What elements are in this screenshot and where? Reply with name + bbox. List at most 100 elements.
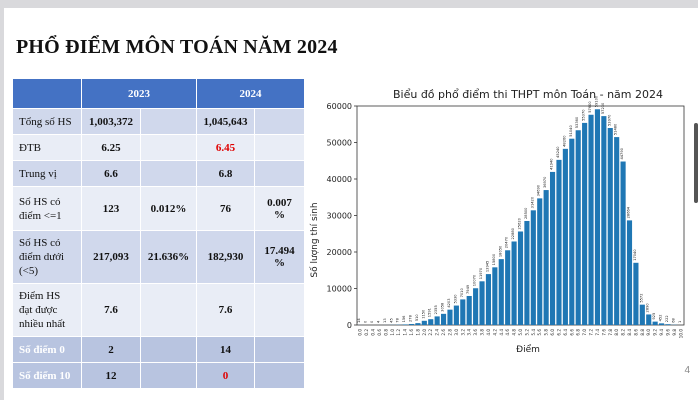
table-row: Tổng số HS 1,003,372 1,045,643 xyxy=(12,108,305,135)
value-2024: 76 xyxy=(196,186,255,231)
x-tick-label: 0.6 xyxy=(377,329,382,336)
bar xyxy=(428,319,434,325)
data-label: 20470 xyxy=(505,236,509,248)
x-tick-label: 0.4 xyxy=(371,329,376,336)
x-tick-label: 1.2 xyxy=(396,329,401,336)
row-label: Số điểm 0 xyxy=(12,336,82,363)
bar xyxy=(537,198,543,325)
bar xyxy=(505,250,511,325)
x-tick-label: 4.6 xyxy=(505,329,510,336)
data-label: 510 xyxy=(415,314,419,322)
percent-2024 xyxy=(254,336,305,363)
data-label: 925 xyxy=(652,313,656,320)
bar xyxy=(658,323,665,325)
x-tick-label: 8.2 xyxy=(621,329,626,336)
x-tick-label: 4.8 xyxy=(512,329,517,336)
x-tick-label: 1.0 xyxy=(390,329,395,336)
y-tick-label: 40000 xyxy=(327,175,352,184)
percent-2023 xyxy=(140,108,197,135)
x-tick-label: 4.0 xyxy=(486,329,491,336)
x-tick-label: 7.4 xyxy=(595,329,600,336)
bar xyxy=(511,241,517,325)
percent-2023 xyxy=(140,134,197,161)
bar xyxy=(530,210,536,325)
x-tick-label: 9.8 xyxy=(672,329,677,336)
percent-2024: 0.007 % xyxy=(254,186,305,231)
data-label: 36970 xyxy=(543,176,547,188)
percent-2023 xyxy=(140,362,197,389)
bar xyxy=(633,262,639,325)
bar xyxy=(549,171,556,325)
x-tick-label: 1.8 xyxy=(415,329,420,336)
x-tick-label: 5.2 xyxy=(524,329,529,336)
data-label: 13945 xyxy=(485,261,489,272)
table-row: Số điểm 10 12 0 xyxy=(12,362,305,389)
x-tick-label: 8.6 xyxy=(633,329,638,336)
data-label: 41940 xyxy=(550,158,554,170)
chart-ylabel: Số lượng thí sinh xyxy=(309,202,320,277)
table-row: Điểm HS đạt được nhiều nhất 7.6 7.6 xyxy=(12,283,305,337)
table-header-row: 2023 2024 xyxy=(12,78,305,109)
data-label: 45 xyxy=(389,318,393,323)
data-label: 44790 xyxy=(620,147,624,159)
data-label: 57230 xyxy=(601,102,605,114)
percent-2024: 17.494 % xyxy=(254,230,305,284)
bar xyxy=(594,109,601,325)
x-tick-label: 3.8 xyxy=(480,329,485,336)
value-2023: 7.6 xyxy=(81,283,141,337)
data-label: 5330 xyxy=(453,294,457,304)
x-tick-label: 9.6 xyxy=(665,329,670,336)
value-2024: 14 xyxy=(196,336,255,363)
y-tick-label: 30000 xyxy=(327,212,352,221)
percent-2024 xyxy=(254,283,305,337)
x-tick-label: 6.2 xyxy=(556,329,561,336)
chart-svg: Biểu đồ phổ điểm thi THPT môn Toán - năm… xyxy=(309,88,685,355)
value-2023: 217,093 xyxy=(81,230,141,284)
x-tick-label: 2.8 xyxy=(447,329,452,336)
data-label: 53970 xyxy=(607,114,611,126)
bar xyxy=(646,314,652,325)
bar xyxy=(575,130,581,325)
percent-2024 xyxy=(254,134,305,161)
row-label: Điểm HS đạt được nhiều nhất xyxy=(12,283,82,337)
x-tick-label: 6.8 xyxy=(576,329,581,336)
bar xyxy=(440,313,447,325)
data-label: 15800 xyxy=(492,253,496,265)
data-label: 278 xyxy=(409,314,413,322)
y-tick-label: 0 xyxy=(347,321,352,330)
x-tick-label: 3.0 xyxy=(454,329,459,336)
value-2024: 1,045,643 xyxy=(196,108,255,135)
bar xyxy=(607,128,613,325)
table-row: ĐTB 6.25 6.45 xyxy=(12,134,305,161)
y-tick-label: 20000 xyxy=(327,248,352,257)
y-tick-label: 60000 xyxy=(327,102,352,111)
header-2024: 2024 xyxy=(196,78,305,109)
data-label: 22880 xyxy=(511,227,515,239)
bar xyxy=(582,122,588,326)
row-label: Tổng số HS xyxy=(12,108,82,135)
bar xyxy=(626,220,633,325)
bar xyxy=(485,274,492,325)
bar xyxy=(453,305,459,325)
bar xyxy=(479,281,485,325)
bar xyxy=(421,320,427,325)
bar xyxy=(408,323,415,325)
data-label: 156 xyxy=(402,315,406,323)
row-label: Số HS có điểm <=1 xyxy=(12,186,82,231)
data-label: 28664 xyxy=(627,206,631,218)
data-label: 25620 xyxy=(518,217,522,229)
value-2023: 123 xyxy=(81,186,141,231)
bar xyxy=(492,267,498,325)
row-label: Số điểm 10 xyxy=(12,362,82,389)
data-label: 17040 xyxy=(633,249,637,261)
bar xyxy=(434,316,440,325)
x-tick-label: 7.8 xyxy=(608,329,613,336)
slide-title: PHỔ ĐIỂM MÔN TOÁN NĂM 2024 xyxy=(16,36,338,58)
value-2023: 2 xyxy=(81,336,141,363)
data-label: 1150 xyxy=(421,309,425,319)
scrollbar[interactable] xyxy=(694,123,698,203)
x-tick-label: 1.6 xyxy=(409,329,414,336)
percent-2023 xyxy=(140,336,197,363)
x-tick-label: 6.6 xyxy=(569,329,574,336)
bar xyxy=(614,137,620,325)
